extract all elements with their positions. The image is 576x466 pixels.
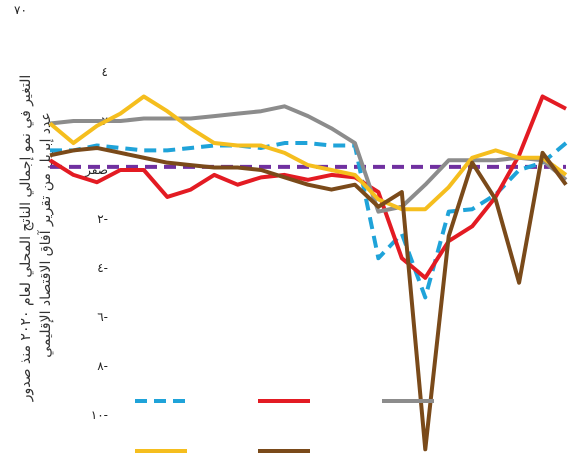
y-tick-label: ٤- <box>97 261 108 275</box>
series-line-5 <box>49 145 568 452</box>
y-tick-label: ٦- <box>97 310 108 324</box>
y-axis-label: التغير في نمو إجمالي الناتج المحلي لعام … <box>18 75 54 403</box>
series-line-2 <box>48 94 567 280</box>
series-line-3 <box>49 104 568 214</box>
corner-label: ٧٠ <box>14 3 27 17</box>
series-lines <box>48 94 568 452</box>
y-tick-label: ٢- <box>97 212 108 226</box>
y-tick-label: ٤ <box>102 65 108 79</box>
y-tick-label: ٨- <box>97 359 108 373</box>
y-axis-label-line-2: عدد إبريل من تقرير آفاق الاقتصاد الإقليم… <box>37 112 54 357</box>
y-tick-label: ١٠- <box>91 408 108 422</box>
series-line-4 <box>48 94 568 212</box>
series-line-1 <box>50 141 568 300</box>
legend <box>135 399 434 453</box>
y-axis-label-line-1: التغير في نمو إجمالي الناتج المحلي لعام … <box>18 75 34 403</box>
